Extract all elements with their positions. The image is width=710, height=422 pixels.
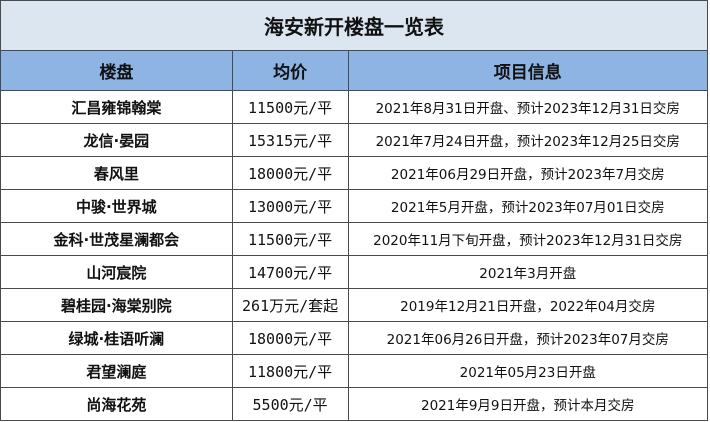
- cell-name: 金科·世茂星澜都会: [1, 223, 233, 256]
- cell-name: 中骏·世界城: [1, 190, 233, 223]
- header-price: 均价: [232, 51, 349, 91]
- cell-price: 11800元/平: [232, 355, 349, 388]
- cell-price: 11500元/平: [232, 223, 349, 256]
- table-row: 金科·世茂星澜都会 11500元/平 2020年11月下旬开盘，预计2023年1…: [1, 223, 708, 256]
- cell-price: 15315元/平: [232, 124, 349, 157]
- cell-name: 尚海花苑: [1, 388, 233, 421]
- table-row: 绿城·桂语听澜 18000元/平 2021年06月26日开盘，预计2023年07…: [1, 322, 708, 355]
- header-name: 楼盘: [1, 51, 233, 91]
- cell-price: 5500元/平: [232, 388, 349, 421]
- cell-name: 山河宸院: [1, 256, 233, 289]
- cell-info: 2021年7月24日开盘，预计2023年12月25日交房: [348, 124, 708, 157]
- cell-info: 2021年06月29日开盘，预计2023年7月交房: [348, 157, 708, 190]
- cell-info: 2021年06月26日开盘，预计2023年07月交房: [348, 322, 708, 355]
- header-info: 项目信息: [348, 51, 708, 91]
- table-row: 汇昌雍锦翰棠 11500元/平 2021年8月31日开盘、预计2023年12月3…: [1, 91, 708, 124]
- table-row: 龙信·晏园 15315元/平 2021年7月24日开盘，预计2023年12月25…: [1, 124, 708, 157]
- cell-name: 绿城·桂语听澜: [1, 322, 233, 355]
- cell-price: 13000元/平: [232, 190, 349, 223]
- cell-name: 春风里: [1, 157, 233, 190]
- table-title: 海安新开楼盘一览表: [1, 1, 708, 51]
- cell-info: 2021年5月开盘，预计2023年07月01日交房: [348, 190, 708, 223]
- cell-info: 2021年9月9日开盘，预计本月交房: [348, 388, 708, 421]
- cell-info: 2021年05月23日开盘: [348, 355, 708, 388]
- table-row: 碧桂园·海棠别院 261万元/套起 2019年12月21日开盘，2022年04月…: [1, 289, 708, 322]
- cell-name: 龙信·晏园: [1, 124, 233, 157]
- table-row: 中骏·世界城 13000元/平 2021年5月开盘，预计2023年07月01日交…: [1, 190, 708, 223]
- cell-info: 2021年3月开盘: [348, 256, 708, 289]
- cell-name: 君望澜庭: [1, 355, 233, 388]
- table-row: 尚海花苑 5500元/平 2021年9月9日开盘，预计本月交房: [1, 388, 708, 421]
- cell-price: 18000元/平: [232, 157, 349, 190]
- table-row: 君望澜庭 11800元/平 2021年05月23日开盘: [1, 355, 708, 388]
- cell-price: 261万元/套起: [232, 289, 349, 322]
- cell-info: 2019年12月21日开盘，2022年04月交房: [348, 289, 708, 322]
- table-row: 春风里 18000元/平 2021年06月29日开盘，预计2023年7月交房: [1, 157, 708, 190]
- cell-price: 11500元/平: [232, 91, 349, 124]
- header-row: 楼盘 均价 项目信息: [1, 51, 708, 91]
- table-row: 山河宸院 14700元/平 2021年3月开盘: [1, 256, 708, 289]
- cell-price: 18000元/平: [232, 322, 349, 355]
- cell-price: 14700元/平: [232, 256, 349, 289]
- cell-info: 2020年11月下旬开盘，预计2023年12月31日交房: [348, 223, 708, 256]
- cell-name: 汇昌雍锦翰棠: [1, 91, 233, 124]
- cell-info: 2021年8月31日开盘、预计2023年12月31日交房: [348, 91, 708, 124]
- cell-name: 碧桂园·海棠别院: [1, 289, 233, 322]
